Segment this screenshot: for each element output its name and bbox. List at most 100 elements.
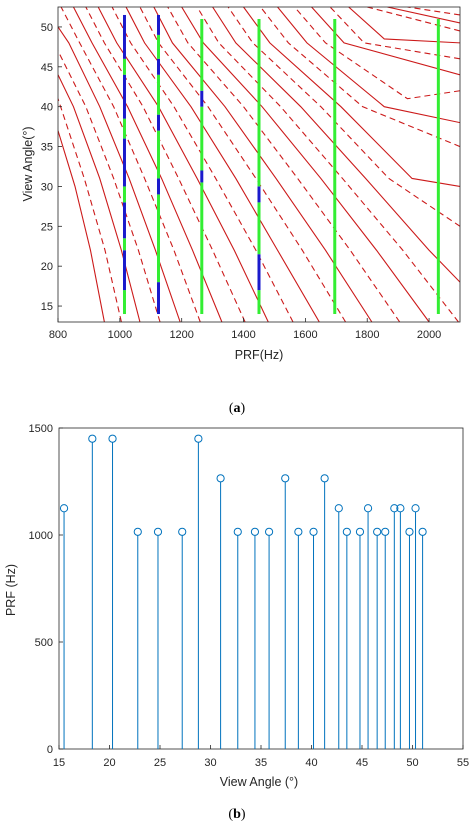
x-tick-label: 25 [154, 757, 166, 769]
red-curve-8 [85, 7, 246, 322]
y-tick-label: 35 [41, 142, 53, 154]
x-tick-label: 800 [49, 329, 67, 341]
stem-point [411, 504, 420, 749]
red-curve-25 [348, 7, 460, 44]
chart-a-curves [58, 7, 460, 322]
y-tick-label: 15 [41, 301, 53, 313]
y-tick-label: 25 [41, 221, 53, 233]
stem-point [381, 527, 390, 749]
stem-marker [320, 474, 329, 483]
stem-point [396, 504, 405, 749]
stem-marker [108, 434, 117, 443]
stem-point [309, 527, 318, 749]
red-curve-15 [181, 7, 430, 322]
x-tick-label: 20 [103, 757, 115, 769]
x-tick-label: 50 [406, 757, 418, 769]
red-curve-22 [294, 7, 460, 100]
y-tick-label: 1000 [29, 530, 53, 542]
x-tick-label: 55 [457, 757, 469, 769]
red-curve-10 [111, 7, 294, 322]
red-curve-17 [212, 7, 460, 283]
stem-marker [373, 527, 382, 536]
chart-a-y-axis: 15 20 25 30 35 40 45 50 [41, 22, 62, 313]
stem-point [355, 527, 365, 749]
stem-point [108, 434, 117, 749]
red-curve-14 [167, 7, 401, 322]
red-curve-6 [60, 7, 201, 322]
chart-a-prf-lines [122, 14, 440, 315]
y-tick-label: 20 [41, 261, 53, 273]
x-tick-label: 1000 [108, 329, 132, 341]
red-curve-4 [58, 50, 161, 322]
stem-marker [411, 504, 420, 513]
stem-marker [334, 504, 343, 513]
x-tick-label: 15 [53, 757, 65, 769]
chart-b-y-axis: 0 500 1000 1500 [29, 423, 63, 756]
stem-marker [355, 527, 365, 536]
stem-marker [194, 434, 203, 443]
red-curve-18 [227, 7, 460, 227]
stem-point [250, 527, 260, 749]
y-tick-label: 1500 [29, 423, 53, 435]
stem-point [133, 527, 142, 749]
stem-marker [216, 474, 225, 483]
chart-b-x-axis-label: View Angle (°) [220, 775, 298, 789]
red-curve-3 [58, 74, 141, 322]
red-curve-27 [387, 7, 460, 24]
chart-b-x-axis: 15 20 25 30 35 40 45 50 55 [53, 745, 469, 769]
stem-point [178, 527, 187, 749]
stem-point [88, 434, 97, 749]
x-tick-label: 1600 [293, 329, 317, 341]
stem-marker [363, 504, 373, 513]
stem-marker [418, 527, 427, 536]
x-tick-label: 35 [255, 757, 267, 769]
stem-marker [264, 527, 274, 536]
stem-marker [342, 527, 351, 536]
red-curve-12 [139, 7, 347, 322]
red-curve-1 [58, 130, 105, 322]
stem-marker [153, 527, 163, 536]
stem-marker [390, 504, 399, 513]
red-curve-16 [196, 7, 459, 322]
x-tick-label: 40 [305, 757, 317, 769]
stem-point [264, 527, 274, 749]
stem-marker [281, 474, 290, 483]
stem-marker [250, 527, 260, 536]
panel-label-b: (b) [228, 807, 245, 822]
chart-a-y-axis-label: View Angle(°) [21, 127, 35, 202]
red-curve-28 [407, 7, 460, 16]
panel-label-a: (a) [229, 401, 246, 416]
red-curve-13 [153, 7, 373, 322]
stem-marker [294, 527, 303, 536]
stem-point [153, 527, 163, 749]
stem-marker [405, 527, 414, 536]
red-curve-20 [260, 7, 460, 148]
stem-marker [133, 527, 142, 536]
x-tick-label: 1200 [169, 329, 193, 341]
stem-point [320, 474, 329, 749]
stem-marker [233, 527, 242, 536]
stem-point [194, 434, 203, 749]
y-tick-label: 30 [41, 181, 53, 193]
chart-b-y-axis-label: PRF (Hz) [4, 564, 18, 616]
stem-marker [381, 527, 390, 536]
red-curve-11 [125, 7, 320, 322]
y-tick-label: 40 [41, 102, 53, 114]
stem-point [216, 474, 225, 749]
red-curve-23 [311, 7, 460, 76]
x-tick-label: 2000 [417, 329, 441, 341]
y-tick-label: 45 [41, 62, 53, 74]
stem-marker [178, 527, 187, 536]
stem-point [405, 527, 414, 749]
stem-point [418, 527, 427, 749]
red-curve-21 [277, 7, 460, 124]
x-tick-label: 30 [204, 757, 216, 769]
stem-point [342, 527, 351, 749]
x-tick-label: 1800 [355, 329, 379, 341]
chart-a-x-axis-label: PRF(Hz) [235, 348, 284, 362]
red-curve-5 [58, 26, 181, 322]
stem-point [233, 527, 242, 749]
chart-a: 800 1000 1200 1400 1600 1800 2000 15 20 25 30 35 40… [21, 6, 461, 416]
red-curve-19 [243, 7, 460, 187]
y-tick-label: 50 [41, 22, 53, 34]
